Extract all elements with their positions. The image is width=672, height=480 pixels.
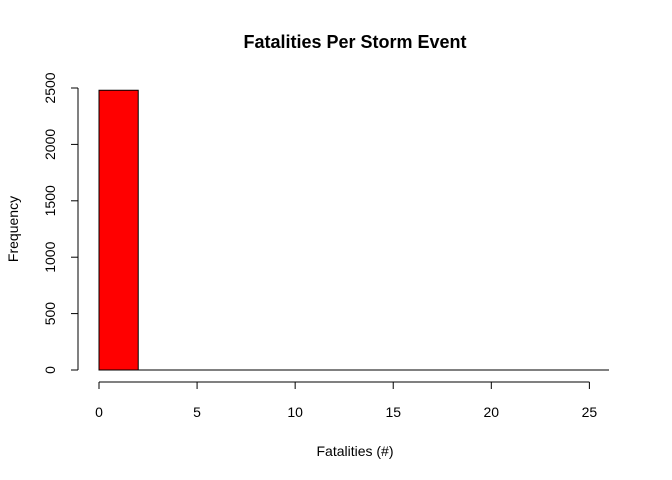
y-tick-label: 2000 bbox=[42, 129, 58, 160]
bars-group bbox=[98, 89, 139, 371]
x-tick-label: 10 bbox=[287, 404, 303, 420]
x-tick-label: 20 bbox=[484, 404, 500, 420]
y-tick-label: 1000 bbox=[42, 241, 58, 272]
y-tick-label: 500 bbox=[42, 302, 58, 326]
x-tick-label: 15 bbox=[385, 404, 401, 420]
x-tick-label: 5 bbox=[193, 404, 201, 420]
x-tick-label: 25 bbox=[582, 404, 598, 420]
y-tick-label: 1500 bbox=[42, 185, 58, 216]
y-axis: 0 500 1000 1500 2000 2500 bbox=[42, 72, 79, 374]
chart-title: Fatalities Per Storm Event bbox=[243, 32, 466, 52]
x-tick-label: 0 bbox=[95, 404, 103, 420]
y-axis-label: Frequency bbox=[5, 196, 21, 262]
y-tick-label: 2500 bbox=[42, 72, 58, 103]
histogram-bar bbox=[98, 89, 139, 371]
x-axis-label: Fatalities (#) bbox=[316, 443, 393, 459]
x-axis: 0 5 10 15 20 25 bbox=[95, 381, 598, 420]
y-tick-label: 0 bbox=[42, 366, 58, 374]
